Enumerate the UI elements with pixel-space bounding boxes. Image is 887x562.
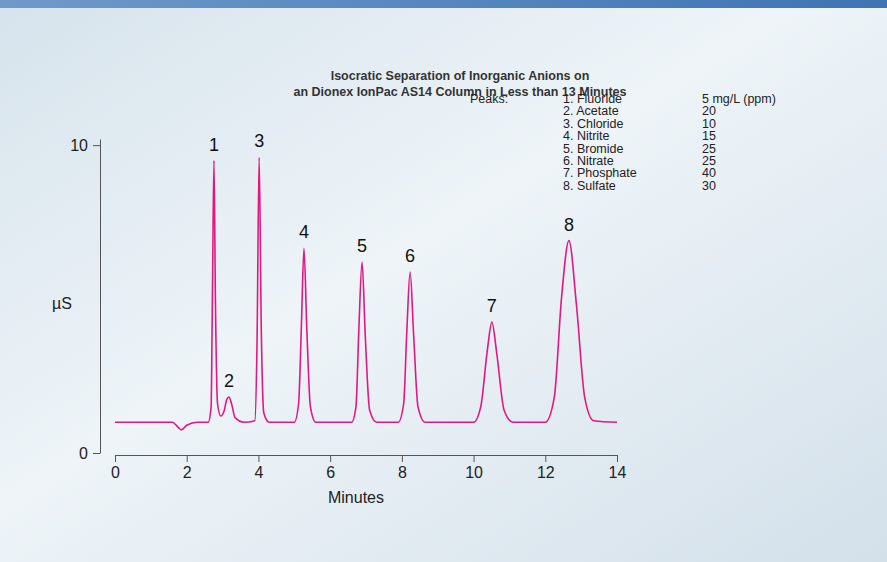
peaks-table-title: Peaks: bbox=[470, 92, 508, 106]
peak-label: 3 bbox=[254, 131, 264, 151]
x-axis-title: Minutes bbox=[328, 489, 384, 506]
peaks-table: Peaks:1. Fluoride5 mg/L (ppm)2. Acetate2… bbox=[470, 92, 776, 193]
x-tick: 0 bbox=[111, 455, 120, 481]
chromatogram-line bbox=[115, 157, 617, 429]
x-tick-mark bbox=[617, 455, 618, 462]
chart: Isocratic Separation of Inorganic Anions… bbox=[0, 0, 887, 562]
y-tick-mark bbox=[93, 145, 100, 146]
x-tick: 4 bbox=[254, 455, 263, 481]
y-tick-label: 0 bbox=[79, 445, 88, 462]
y-axis-title: µS bbox=[52, 295, 72, 312]
x-axis-line bbox=[116, 455, 618, 456]
peak-label: 2 bbox=[224, 371, 234, 391]
x-tick-label: 14 bbox=[609, 464, 627, 481]
x-tick: 10 bbox=[465, 455, 483, 481]
y-axis: 0 10 bbox=[70, 137, 100, 462]
x-tick-mark bbox=[187, 455, 188, 462]
x-tick-mark bbox=[474, 455, 475, 462]
x-tick: 2 bbox=[183, 455, 192, 481]
chart-title: Isocratic Separation of Inorganic Anions… bbox=[331, 69, 590, 83]
peak-label: 1 bbox=[209, 135, 219, 155]
x-tick-label: 6 bbox=[326, 464, 335, 481]
x-tick-label: 2 bbox=[183, 464, 192, 481]
x-tick-label: 4 bbox=[254, 464, 263, 481]
peak-amount: 30 bbox=[702, 179, 716, 193]
peak-label: 8 bbox=[564, 215, 574, 235]
y-tick: 0 bbox=[79, 445, 100, 462]
y-tick: 10 bbox=[70, 137, 100, 154]
x-tick-label: 12 bbox=[537, 464, 555, 481]
x-tick-mark bbox=[330, 455, 331, 462]
x-tick-mark bbox=[545, 455, 546, 462]
peak-labels: 1 2 3 4 5 6 7 8 bbox=[209, 131, 574, 391]
x-tick: 14 bbox=[609, 455, 627, 481]
peak-label: 4 bbox=[299, 222, 309, 242]
x-axis: 0 2 4 6 8 10 12 14 bbox=[111, 455, 626, 481]
y-axis-line bbox=[100, 140, 101, 454]
x-tick-mark bbox=[115, 455, 116, 462]
x-tick: 12 bbox=[537, 455, 555, 481]
peak-name: 8. Sulfate bbox=[563, 179, 616, 193]
peak-label: 5 bbox=[357, 236, 367, 256]
background bbox=[0, 0, 887, 562]
x-tick-label: 10 bbox=[465, 464, 483, 481]
peak-label: 7 bbox=[487, 296, 497, 316]
peak-label: 6 bbox=[405, 246, 415, 266]
plot-area bbox=[115, 157, 617, 429]
y-tick-label: 10 bbox=[70, 137, 88, 154]
top-band bbox=[0, 0, 887, 8]
x-tick: 8 bbox=[398, 455, 407, 481]
x-tick-mark bbox=[402, 455, 403, 462]
y-tick-mark bbox=[93, 453, 100, 454]
x-tick-mark bbox=[258, 455, 259, 462]
x-tick-label: 0 bbox=[111, 464, 120, 481]
x-tick-label: 8 bbox=[398, 464, 407, 481]
x-tick: 6 bbox=[326, 455, 335, 481]
